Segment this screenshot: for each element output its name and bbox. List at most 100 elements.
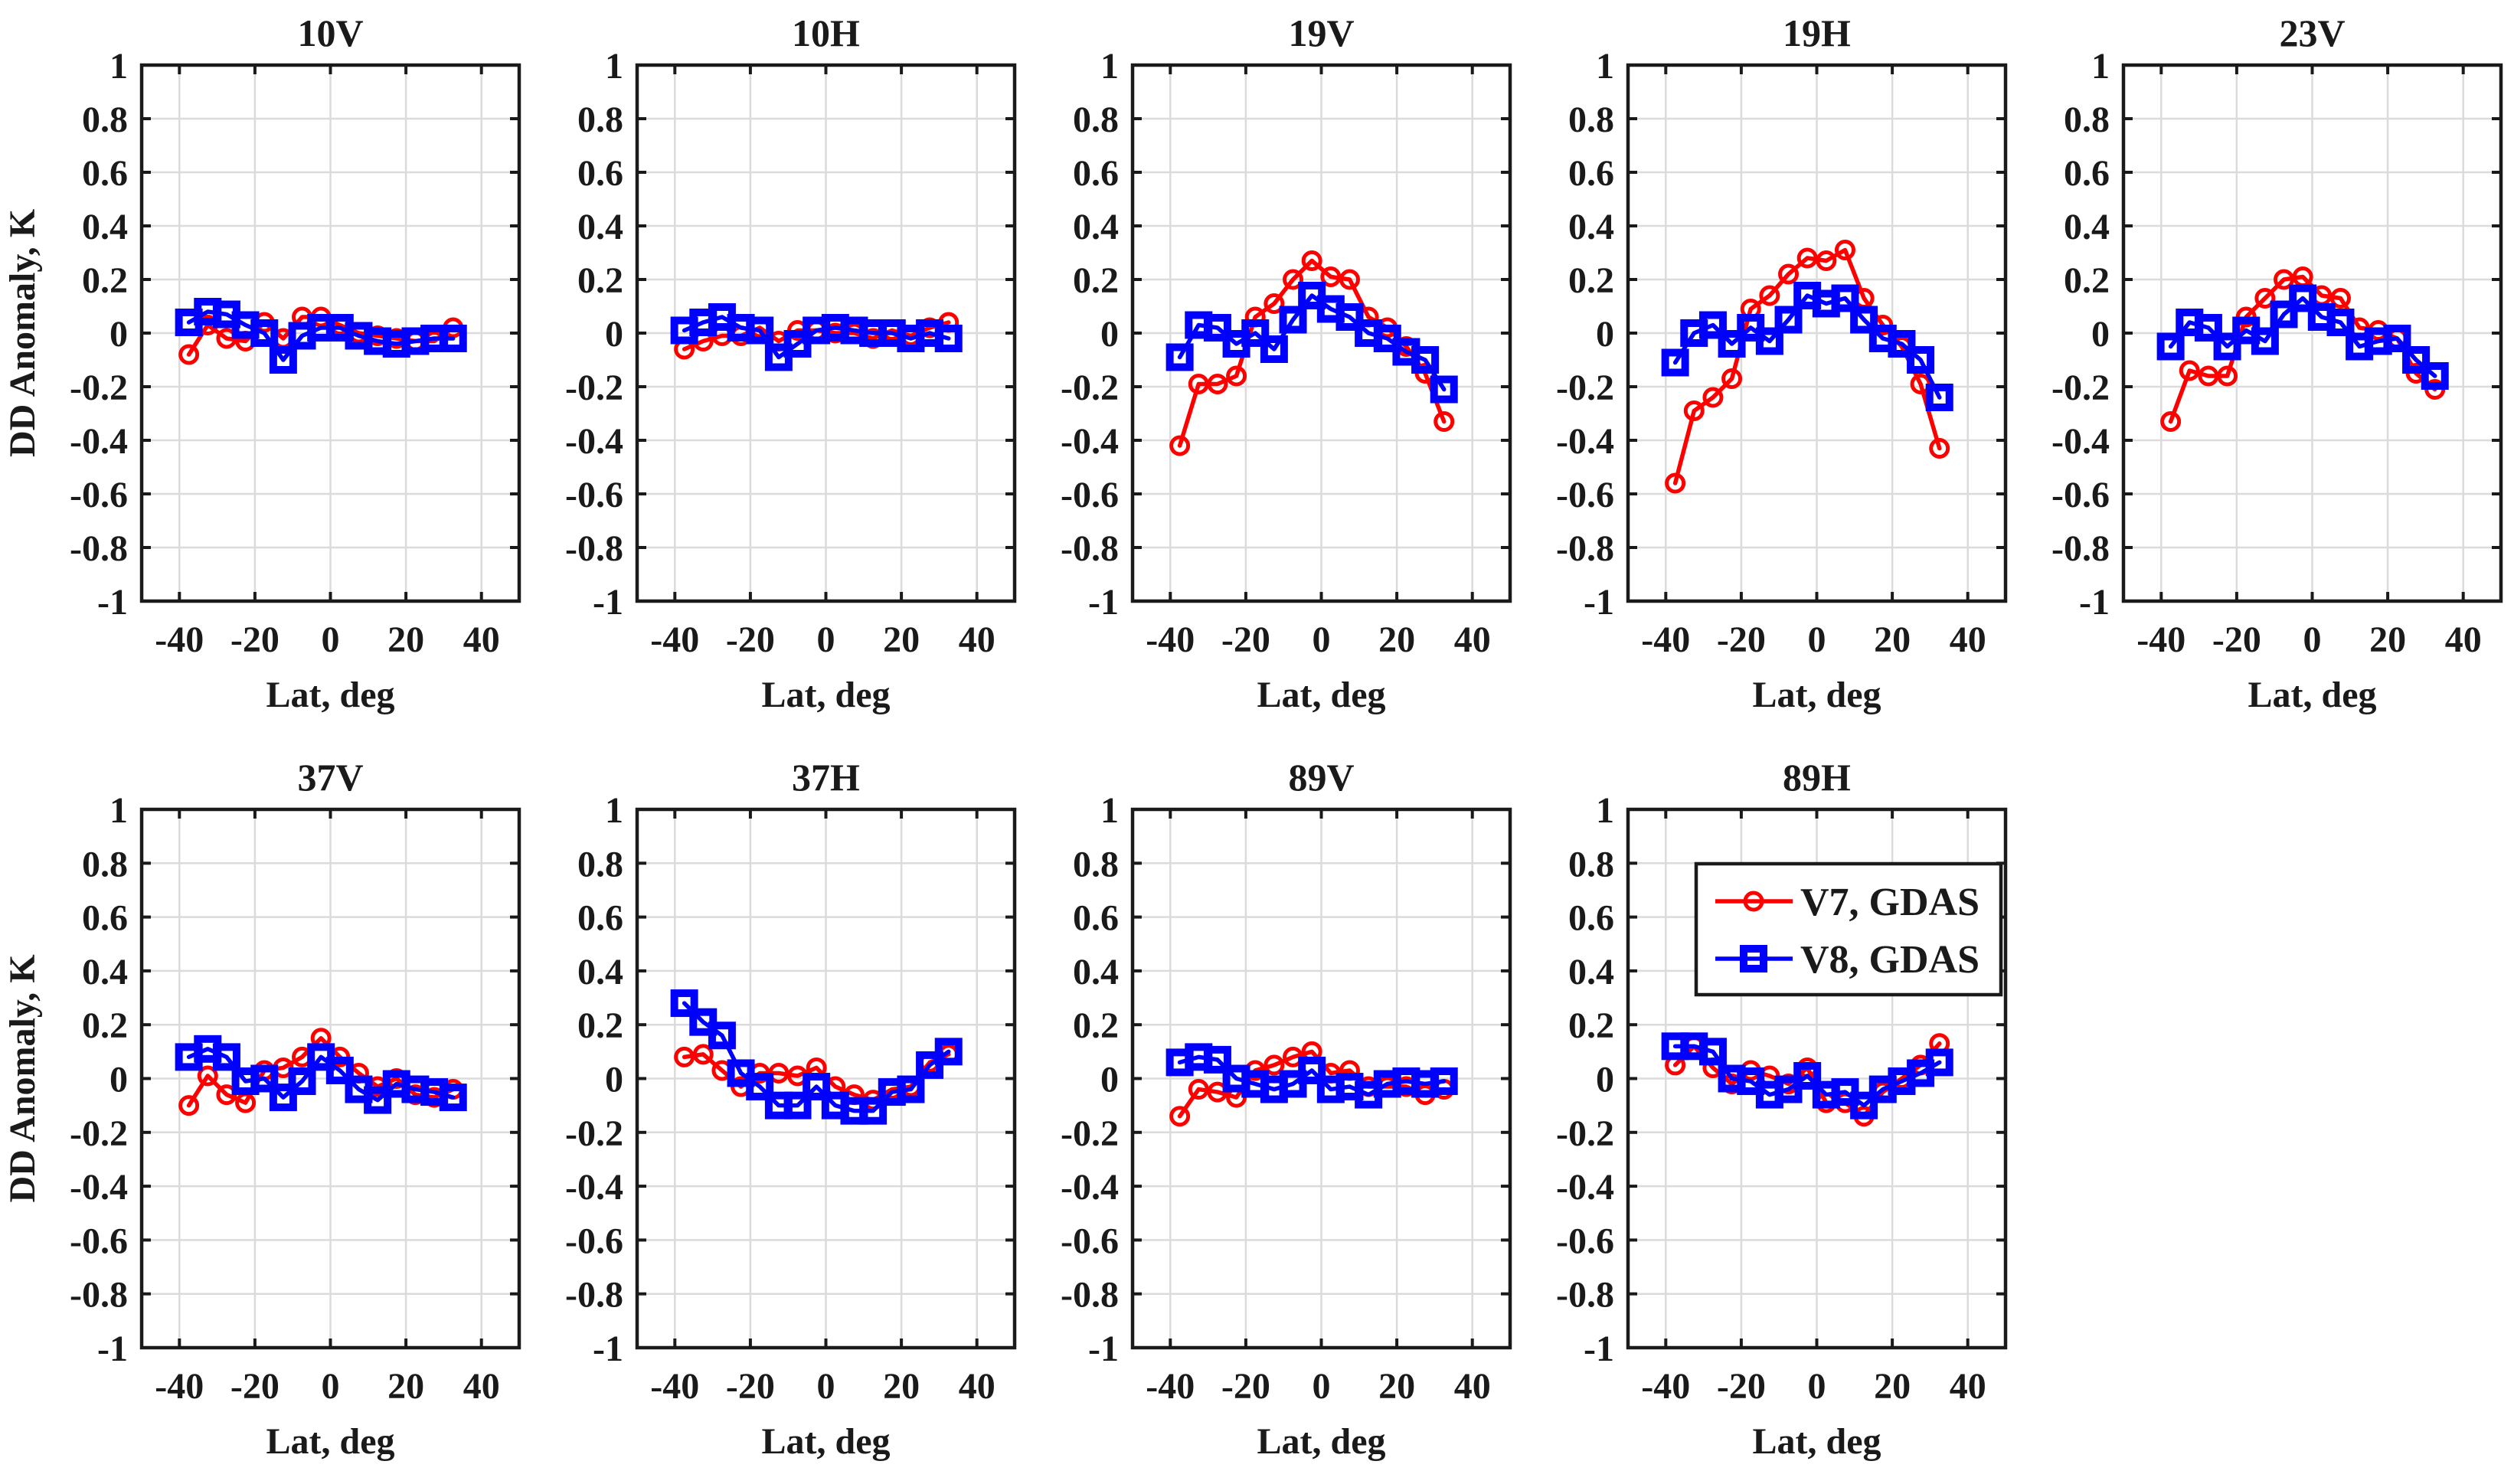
series-v8-markers <box>1661 1032 1953 1120</box>
y-tick-label: -0.4 <box>1556 421 1614 462</box>
grid <box>637 809 1015 1348</box>
data-point <box>746 1073 774 1101</box>
data-point <box>269 1084 297 1112</box>
x-tick-label: 20 <box>387 1366 424 1407</box>
data-point <box>1721 368 1743 389</box>
data-point <box>197 1065 218 1087</box>
tick-marks <box>1628 64 2006 603</box>
subplot-37H: -40 -20 0 20 40 1 0.8 0.6 0.4 0.2 0 -0.2 -0.4 -0.6 -0.… <box>565 756 1017 1462</box>
data-point <box>212 1043 240 1071</box>
subplot-title: 10V <box>297 11 363 54</box>
x-tick-label: -20 <box>726 619 775 660</box>
data-point <box>1320 266 1342 287</box>
data-point <box>783 1091 812 1120</box>
series-v8-markers <box>670 303 963 371</box>
subplot-title: 89H <box>1783 756 1851 799</box>
y-tick-label: -0.2 <box>2051 368 2110 408</box>
y-tick-label: -0.2 <box>1556 1113 1614 1154</box>
y-tick-label: -0.8 <box>2051 528 2110 569</box>
y-tick-label: -0.4 <box>2051 421 2110 462</box>
data-point <box>1683 400 1705 421</box>
data-point <box>1434 411 1455 432</box>
legend-entry: V7, GDAS <box>1715 881 1979 924</box>
grid <box>2123 65 2501 601</box>
x-tick-label: 40 <box>1454 1366 1491 1407</box>
data-point <box>934 325 963 352</box>
data-point <box>1430 1067 1458 1096</box>
data-point <box>1796 247 1818 269</box>
x-tick-label: 0 <box>1313 619 1331 660</box>
x-tick-label: -20 <box>230 1366 280 1407</box>
y-tick-label: 0.6 <box>1568 153 1614 194</box>
x-tick-label: 40 <box>2445 619 2482 660</box>
data-point <box>2198 365 2219 387</box>
data-point <box>1888 330 1916 358</box>
legend-marker-circle <box>1743 891 1764 912</box>
data-point <box>1203 314 1231 342</box>
series-v8-markers <box>175 298 467 374</box>
data-point <box>2274 269 2295 290</box>
y-tick-label: 1 <box>605 46 623 87</box>
data-point <box>803 1073 831 1101</box>
y-tick-label: -0.2 <box>1061 368 1119 408</box>
data-point <box>2270 300 2298 329</box>
data-point <box>1793 1061 1822 1090</box>
y-tick-label: 0.2 <box>2064 260 2110 301</box>
y-tick-label: 0 <box>1596 1060 1614 1100</box>
subplot-title: 19V <box>1288 11 1354 54</box>
data-point <box>2254 288 2276 309</box>
y-tick-label: -0.8 <box>70 528 128 569</box>
subplot-89H: -40 -20 0 20 40 1 0.8 0.6 0.4 0.2 0 -0.2 -0.4 -0.6 -0.… <box>1556 756 2008 1462</box>
data-point <box>325 1056 354 1084</box>
data-point <box>1925 384 1953 411</box>
y-tick-label: 0.2 <box>1073 1005 1119 1046</box>
data-point <box>708 1021 736 1050</box>
data-point <box>2289 284 2317 312</box>
series-v8-markers <box>1165 1043 1458 1109</box>
data-point <box>897 1075 925 1103</box>
x-tick-label: -20 <box>230 619 280 660</box>
subplot-19H: -40 -20 0 20 40 1 0.8 0.6 0.4 0.2 0 -0.2 -0.4 -0.6 -0.… <box>1556 11 2008 715</box>
data-point <box>2326 309 2355 336</box>
y-tick-label: -1 <box>1584 1329 1614 1369</box>
data-point <box>178 1095 200 1116</box>
y-tick-label: -0.6 <box>1061 1221 1119 1261</box>
data-point <box>1169 435 1191 456</box>
y-tick-label: -1 <box>593 1329 623 1369</box>
data-point <box>859 1097 888 1125</box>
data-point <box>1755 327 1783 355</box>
data-point <box>288 1067 316 1096</box>
y-tick-label: 0.2 <box>577 260 623 301</box>
y-tick-label: -0.8 <box>70 1275 128 1316</box>
x-tick-label: -40 <box>650 619 699 660</box>
legend-label: V7, GDAS <box>1800 881 1979 924</box>
y-tick-label: -0.4 <box>565 421 623 462</box>
x-axis-label: Lat, deg <box>1257 675 1386 715</box>
x-tick-label: -40 <box>1641 619 1690 660</box>
y-tick-label: 0.8 <box>1568 100 1614 140</box>
x-tick-label: -40 <box>1146 619 1195 660</box>
y-tick-label: 0.2 <box>82 1005 128 1046</box>
x-tick-label: 0 <box>1313 1366 1331 1407</box>
y-tick-label: 0.4 <box>82 207 128 247</box>
y-tick-label: 1 <box>110 790 128 831</box>
data-point <box>2179 360 2200 381</box>
y-tick-label: 0.8 <box>82 844 128 884</box>
y-tick-label: 1 <box>1596 46 1614 87</box>
data-point <box>1165 343 1194 371</box>
series-v8-markers <box>1165 282 1458 404</box>
y-tick-label: 1 <box>1596 790 1614 831</box>
tick-marks <box>637 64 1015 603</box>
x-tick-label: 40 <box>959 1366 995 1407</box>
data-point <box>1850 1091 1878 1120</box>
y-tick-label: 1 <box>2091 46 2110 87</box>
y-axis-label: DD Anomaly, K <box>2 954 43 1202</box>
grid <box>142 65 519 601</box>
y-tick-label: 1 <box>1100 46 1119 87</box>
x-tick-label: 0 <box>1808 619 1826 660</box>
y-tick-label: -0.8 <box>1556 1275 1614 1316</box>
x-tick-label: -20 <box>2212 619 2261 660</box>
y-tick-label: 0.4 <box>1073 207 1119 247</box>
data-point <box>1718 330 1746 358</box>
